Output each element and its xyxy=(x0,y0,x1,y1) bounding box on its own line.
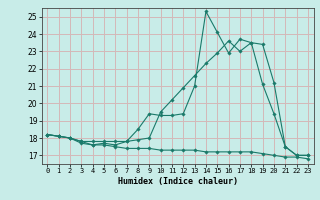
X-axis label: Humidex (Indice chaleur): Humidex (Indice chaleur) xyxy=(118,177,237,186)
